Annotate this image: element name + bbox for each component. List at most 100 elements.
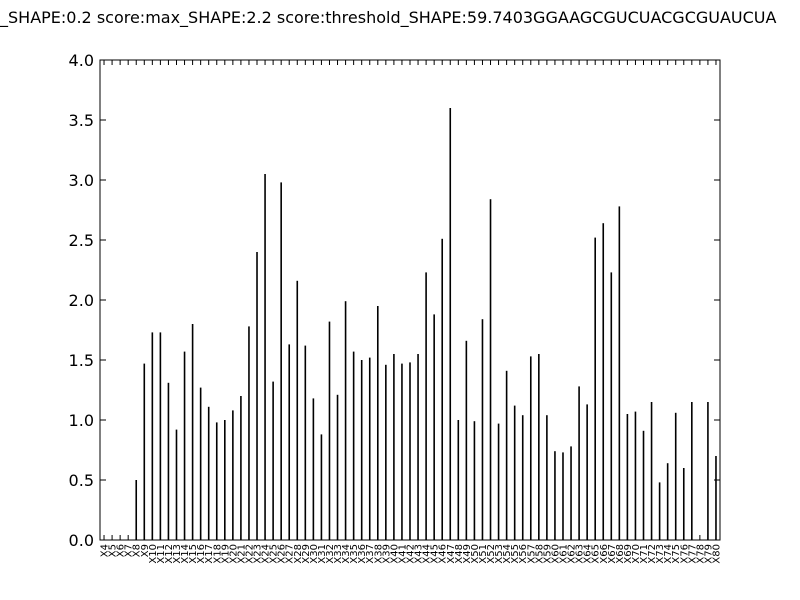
x-tick-label: X58 (534, 544, 545, 564)
x-tick-label: X47 (446, 544, 457, 564)
x-tick-label: X7 (124, 544, 135, 557)
x-tick-label: X73 (655, 544, 666, 564)
bar-x18 (215, 422, 218, 540)
bar-x40 (393, 354, 395, 540)
x-tick-label: X26 (277, 544, 288, 564)
x-tick-label: X40 (389, 544, 400, 564)
bar-x20 (232, 410, 234, 540)
bar-x79 (707, 402, 709, 540)
x-tick-label: X43 (414, 544, 425, 564)
bar-x14 (183, 351, 186, 540)
bar-x34 (344, 301, 347, 540)
y-tick-label: 4.0 (69, 51, 94, 70)
y-tick-label: 3.5 (69, 111, 94, 130)
x-axis: X4X5X6X7X8X9X10X11X12X13X14X15X16X17X18X… (100, 60, 722, 564)
x-tick-label: X31 (317, 544, 328, 564)
y-axis: 0.0 0.5 1.0 1.5 2.0 2.5 3.0 3.5 4.0 (69, 51, 720, 550)
x-tick-label: X60 (550, 544, 561, 564)
bar-x62 (570, 446, 572, 540)
bar-x65 (594, 237, 596, 540)
x-tick-label: X28 (293, 544, 304, 564)
bar-x49 (465, 340, 468, 540)
bar-x27 (288, 344, 291, 540)
x-tick-label: X52 (486, 544, 497, 564)
bar-x69 (626, 414, 629, 540)
x-tick-label: X12 (164, 544, 175, 564)
x-tick-label: X33 (333, 544, 344, 564)
y-tick-label: 0.5 (69, 471, 94, 490)
x-tick-label: X11 (156, 544, 167, 564)
x-tick-label: X34 (341, 544, 352, 564)
x-tick-label: X37 (365, 544, 376, 564)
x-tick-label: X75 (671, 544, 682, 564)
bar-x56 (521, 415, 524, 540)
x-tick-label: X69 (623, 544, 634, 564)
x-tick-label: X25 (269, 544, 280, 564)
bar-x30 (312, 398, 315, 540)
bar-x39 (385, 364, 387, 540)
bar-x54 (505, 370, 508, 540)
bar-x72 (650, 402, 653, 540)
x-tick-label: X63 (575, 544, 586, 564)
bar-x9 (143, 363, 146, 540)
bar-x12 (167, 382, 170, 540)
x-tick-label: X18 (212, 544, 223, 564)
x-tick-label: X42 (406, 544, 417, 564)
bar-x68 (618, 206, 621, 540)
x-tick-label: X17 (204, 544, 215, 564)
x-tick-label: X38 (373, 544, 384, 564)
x-tick-label: X54 (502, 544, 513, 564)
x-tick-label: X5 (108, 544, 119, 557)
bar-x8 (135, 480, 138, 540)
bar-x70 (634, 411, 637, 540)
bar-x63 (578, 386, 580, 540)
bar-x59 (546, 415, 548, 540)
x-tick-label: X65 (591, 544, 602, 564)
bar-x73 (658, 482, 661, 540)
bar-x38 (376, 306, 379, 540)
x-tick-label: X16 (196, 544, 207, 564)
x-tick-label: X13 (172, 544, 183, 564)
bar-x74 (666, 463, 669, 540)
bar-x21 (240, 396, 242, 540)
x-tick-label: X46 (438, 544, 449, 564)
x-tick-label: X22 (244, 544, 255, 564)
x-tick-label: X61 (558, 544, 569, 564)
bar-x43 (417, 354, 419, 540)
y-tick-label: 2.0 (69, 291, 94, 310)
x-tick-label: X80 (711, 544, 722, 564)
x-tick-label: X23 (253, 544, 264, 564)
x-tick-label: X55 (510, 544, 521, 564)
bar-x42 (409, 362, 411, 540)
bar-x16 (199, 387, 202, 540)
x-tick-label: X51 (478, 544, 489, 564)
bar-x26 (280, 182, 282, 540)
x-tick-label: X19 (220, 544, 231, 564)
bar-x76 (682, 468, 685, 540)
x-tick-label: X32 (325, 544, 336, 564)
x-tick-label: X15 (188, 544, 199, 564)
bar-x64 (586, 404, 588, 540)
bar-x67 (610, 272, 613, 540)
x-tick-label: X76 (679, 544, 690, 564)
bar-x28 (296, 280, 299, 540)
bars-layer (135, 108, 717, 541)
bar-x31 (320, 434, 323, 540)
chart-title: _SHAPE:0.2 score:max_SHAPE:2.2 score:thr… (0, 8, 777, 27)
x-tick-label: X6 (116, 544, 127, 557)
bar-x29 (304, 345, 307, 540)
y-tick-label: 1.0 (69, 411, 94, 430)
bar-x11 (159, 332, 162, 540)
bar-x50 (473, 421, 476, 540)
bar-x23 (256, 252, 258, 540)
x-tick-label: X57 (526, 544, 537, 564)
x-tick-label: X66 (599, 544, 610, 564)
x-tick-label: X56 (518, 544, 529, 564)
y-tick-label: 0.0 (69, 531, 94, 550)
bar-x35 (352, 351, 355, 540)
x-tick-label: X71 (639, 544, 650, 564)
bar-x17 (207, 406, 210, 540)
x-tick-label: X74 (663, 544, 674, 564)
bar-x46 (441, 238, 444, 541)
